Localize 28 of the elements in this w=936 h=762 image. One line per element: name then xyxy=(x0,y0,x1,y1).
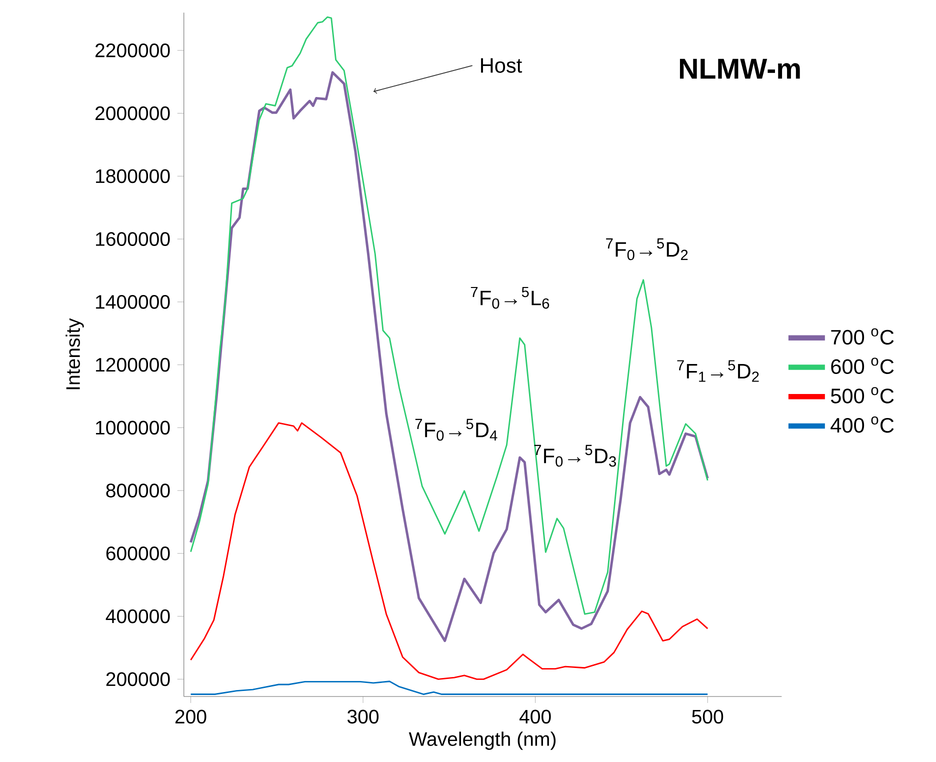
x-tick-label: 500 xyxy=(692,710,724,724)
annotation: $^{7}$F$_{0}$→$^{5}$D$_{2}$ xyxy=(606,238,688,260)
y-tick-label: 1600000 xyxy=(96,232,170,246)
annotation: $^{7}$F$_{1}$→$^{5}$D$_{2}$ xyxy=(677,360,759,382)
y-tick-label: 800000 xyxy=(106,484,170,498)
x-tick-label: 400 xyxy=(519,710,551,724)
annotation: Host xyxy=(481,58,522,73)
y-tick-label: 1800000 xyxy=(96,169,170,184)
y-tick-label: 2000000 xyxy=(96,106,170,120)
x-tick-label: 300 xyxy=(347,710,379,724)
y-tick-label: 600000 xyxy=(106,546,170,560)
y-tick-label: 1400000 xyxy=(96,295,170,309)
annotation: $^{7}$F$_{0}$→$^{5}$D$_{4}$ xyxy=(415,418,498,441)
legend-label: 700 $^{o}$C xyxy=(831,328,894,345)
legend-label: 400 $^{o}$C xyxy=(830,416,894,433)
y-tick-label: 200000 xyxy=(106,672,170,686)
text: NLMW-m xyxy=(680,58,800,79)
y-tick-label: 1000000 xyxy=(96,420,170,435)
y-tick-label: 400000 xyxy=(106,609,170,624)
y-axis-title: Intensity xyxy=(66,318,84,390)
legend-label: 600 $^{o}$C xyxy=(831,358,894,374)
x-tick-label: 200 xyxy=(175,710,206,724)
y-tick-label: 1200000 xyxy=(96,358,170,372)
line-series xyxy=(190,680,708,696)
y-tick-label: 2200000 xyxy=(96,44,170,58)
annotation: $^{7}$F$_{0}$→$^{5}$L$_{6}$ xyxy=(470,287,550,309)
legend-label: 500 $^{o}$C xyxy=(830,387,894,404)
x-axis-title: Wavelength (nm) xyxy=(408,732,556,750)
